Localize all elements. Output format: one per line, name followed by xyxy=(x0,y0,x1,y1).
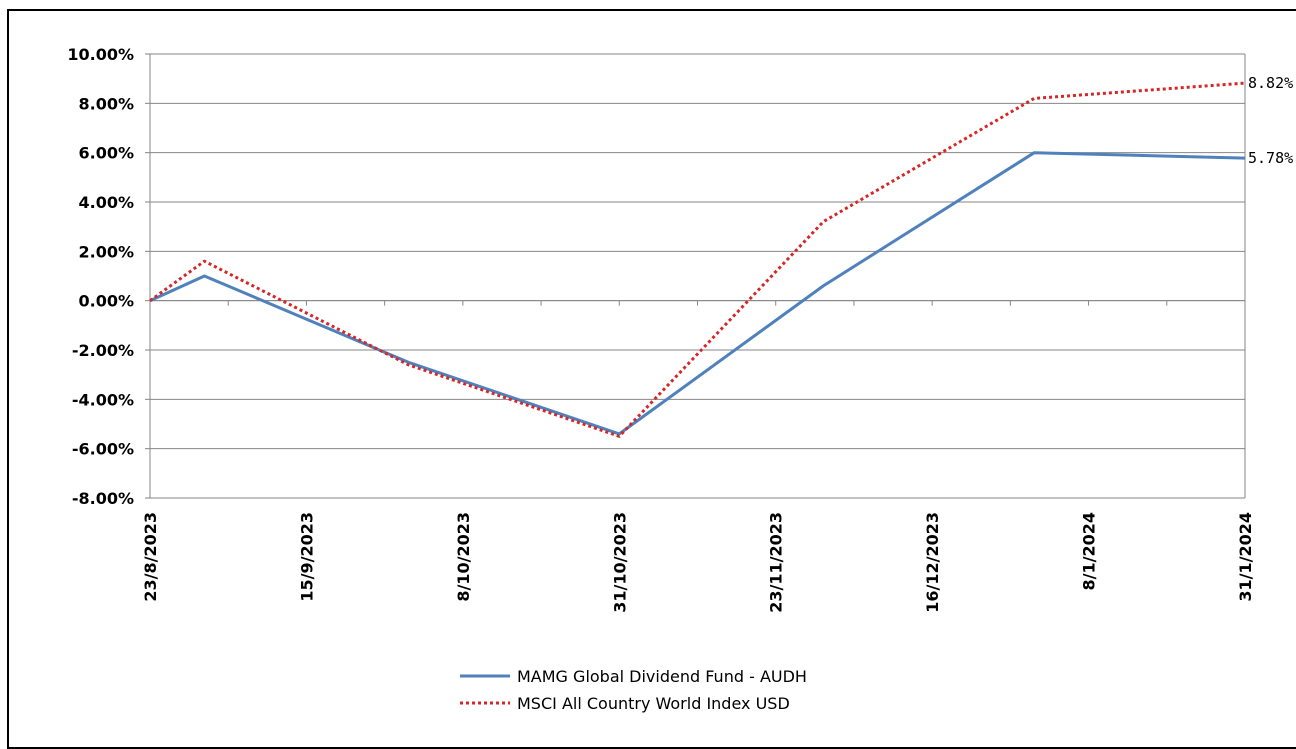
y-tick-label: -2.00% xyxy=(72,341,134,360)
y-tick-label: 2.00% xyxy=(78,242,134,261)
x-tick-label: 16/12/2023 xyxy=(923,512,942,613)
x-tick-label: 8/10/2023 xyxy=(454,512,473,602)
line-chart: 10.00% 8.00% 6.00% 4.00% 2.00% 0.00% -2.00% -4.… xyxy=(67,45,1293,713)
y-tick-label: 10.00% xyxy=(67,45,134,64)
x-tick-label: 23/8/2023 xyxy=(141,512,160,602)
legend-label-1: MSCI All Country World Index USD xyxy=(517,694,790,713)
x-tick-label: 31/1/2024 xyxy=(1236,512,1255,602)
axis-layer: 10.00% 8.00% 6.00% 4.00% 2.00% 0.00% -2.00% -4.… xyxy=(67,45,1255,613)
series-line-0 xyxy=(149,151,1246,436)
y-tick-label: -4.00% xyxy=(72,390,134,409)
y-tick-label: 6.00% xyxy=(78,144,134,163)
x-tick-label: 15/9/2023 xyxy=(297,512,316,602)
grid-layer xyxy=(150,53,1245,499)
y-tick-label: -6.00% xyxy=(72,440,134,459)
label-layer: 5.78% 8.82% xyxy=(1248,74,1293,167)
legend-label-0: MAMG Global Dividend Fund - AUDH xyxy=(517,667,807,686)
x-tick-label: 8/1/2024 xyxy=(1080,512,1099,590)
y-tick-label: 0.00% xyxy=(78,292,134,311)
series-line-1 xyxy=(149,81,1246,438)
series-layer xyxy=(149,81,1246,438)
x-tick-label: 23/11/2023 xyxy=(767,512,786,613)
x-tick-label: 31/10/2023 xyxy=(610,512,629,613)
y-tick-label: -8.00% xyxy=(72,489,134,508)
end-value-label-1: 8.82% xyxy=(1248,74,1293,92)
legend: MAMG Global Dividend Fund - AUDH MSCI All… xyxy=(460,667,807,713)
end-value-label-0: 5.78% xyxy=(1248,149,1293,167)
y-tick-label: 4.00% xyxy=(78,193,134,212)
y-tick-label: 8.00% xyxy=(78,94,134,113)
